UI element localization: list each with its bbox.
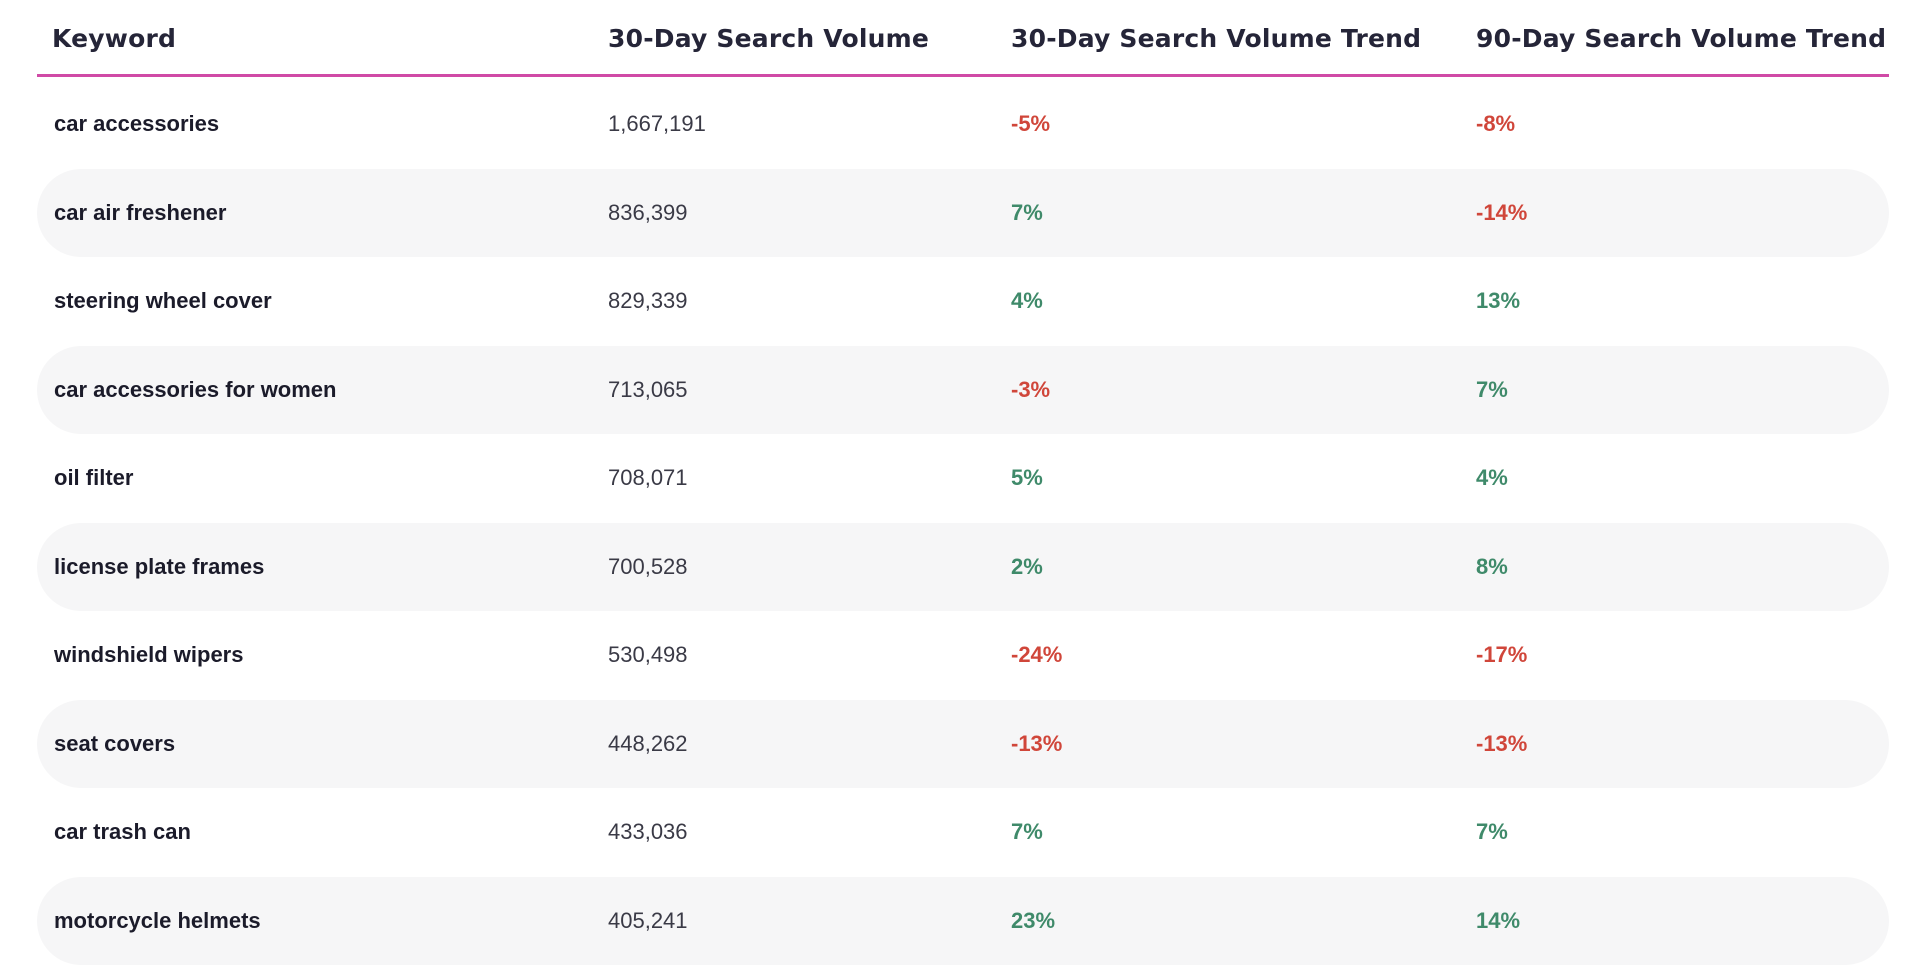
trend-30-cell: 4% (1011, 288, 1043, 313)
keyword-cell: motorcycle helmets (54, 907, 261, 933)
trend-90-cell: 13% (1476, 288, 1521, 313)
table-header: Keyword 30-Day Search Volume 30-Day Sear… (37, 0, 1889, 77)
trend-90-cell: 14% (1476, 907, 1521, 933)
header-keyword[interactable]: Keyword (52, 24, 177, 53)
volume-cell: 433,036 (608, 819, 688, 844)
volume-cell: 448,262 (608, 730, 688, 756)
trend-30-cell: 5% (1011, 465, 1043, 490)
keyword-cell: car accessories (54, 111, 220, 136)
trend-90-cell: -14% (1476, 199, 1528, 225)
trend-30-cell: -24% (1011, 642, 1063, 667)
volume-cell: 713,065 (608, 376, 688, 402)
table-row: steering wheel cover 829,339 4% 13% (37, 257, 1889, 346)
keyword-cell: license plate frames (54, 553, 265, 579)
keyword-cell: oil filter (54, 465, 134, 490)
volume-cell: 700,528 (608, 553, 688, 579)
table-row: car air freshener 836,399 7% -14% (37, 168, 1889, 257)
volume-cell: 405,241 (608, 907, 688, 933)
keyword-cell: car air freshener (54, 199, 227, 225)
keyword-cell: windshield wipers (54, 642, 244, 667)
table-row: license plate frames 700,528 2% 8% (37, 522, 1889, 611)
trend-30-cell: -3% (1011, 376, 1051, 402)
volume-cell: 829,339 (608, 288, 688, 313)
header-30-day-trend[interactable]: 30-Day Search Volume Trend (1011, 24, 1422, 53)
table-row: car trash can 433,036 7% 7% (37, 788, 1889, 877)
trend-90-cell: -13% (1476, 730, 1528, 756)
trend-90-cell: 4% (1476, 465, 1508, 490)
keyword-cell: steering wheel cover (54, 288, 272, 313)
volume-cell: 836,399 (608, 199, 688, 225)
table-row: windshield wipers 530,498 -24% -17% (37, 611, 1889, 700)
trend-90-cell: 7% (1476, 819, 1508, 844)
volume-cell: 530,498 (608, 642, 688, 667)
trend-90-cell: 8% (1476, 553, 1508, 579)
trend-90-cell: -17% (1476, 642, 1528, 667)
volume-cell: 1,667,191 (608, 111, 706, 136)
trend-30-cell: -5% (1011, 111, 1051, 136)
trend-30-cell: -13% (1011, 730, 1063, 756)
table-row: motorcycle helmets 405,241 23% 14% (37, 876, 1889, 965)
table-row: oil filter 708,071 5% 4% (37, 434, 1889, 523)
keyword-table: Keyword 30-Day Search Volume 30-Day Sear… (37, 0, 1889, 965)
trend-30-cell: 23% (1011, 907, 1056, 933)
table-row: car accessories 1,667,191 -5% -8% (37, 80, 1889, 169)
trend-90-cell: -8% (1476, 111, 1516, 136)
keyword-cell: car trash can (54, 819, 191, 844)
table-body: car accessories 1,667,191 -5% -8% car ai… (37, 77, 1889, 965)
trend-30-cell: 7% (1011, 199, 1043, 225)
header-90-day-trend[interactable]: 90-Day Search Volume Trend (1476, 24, 1887, 53)
trend-30-cell: 2% (1011, 553, 1043, 579)
keyword-cell: seat covers (54, 730, 176, 756)
trend-90-cell: 7% (1476, 376, 1508, 402)
header-search-volume[interactable]: 30-Day Search Volume (608, 24, 930, 53)
volume-cell: 708,071 (608, 465, 688, 490)
trend-30-cell: 7% (1011, 819, 1043, 844)
keyword-cell: car accessories for women (54, 376, 337, 402)
table-row: seat covers 448,262 -13% -13% (37, 699, 1889, 788)
table-row: car accessories for women 713,065 -3% 7% (37, 345, 1889, 434)
